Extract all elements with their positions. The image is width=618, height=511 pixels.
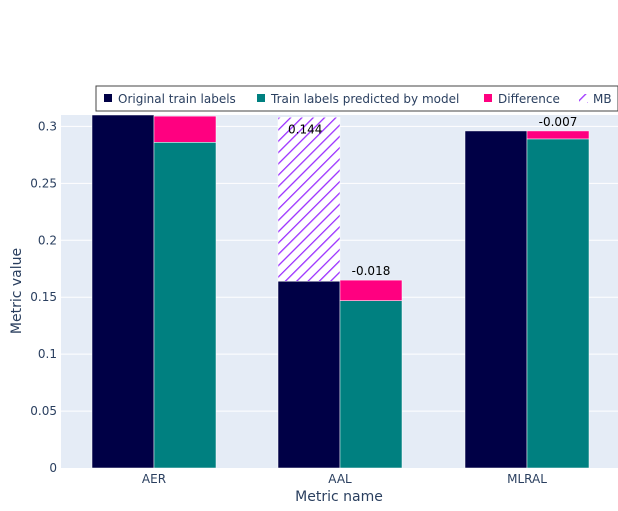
x-tick-label: MLRAL xyxy=(507,472,547,486)
y-tick-label: 0.25 xyxy=(30,176,57,190)
x-tick-label: AER xyxy=(142,472,166,486)
bar-predicted-mlral xyxy=(526,138,590,469)
bar-original-aal xyxy=(277,281,341,469)
legend-label: Original train labels xyxy=(118,92,236,106)
bar-label-difference: -0.018 xyxy=(352,264,391,278)
bar-original-mlral xyxy=(464,130,528,469)
y-axis-ticks: 0 0.05 0.1 0.15 0.2 0.25 0.3 xyxy=(30,119,57,475)
legend-swatch xyxy=(257,94,265,102)
y-axis-title: Metric value xyxy=(9,248,25,334)
bar-difference-aal xyxy=(339,279,403,301)
bar-predicted-aer xyxy=(153,142,217,469)
legend-label: MB xyxy=(593,92,612,106)
legend-swatch-hatched xyxy=(579,94,588,103)
bar-mb-aal xyxy=(277,117,341,282)
y-tick-label: 0.3 xyxy=(38,119,57,133)
y-tick-label: 0 xyxy=(49,461,57,475)
bar-original-aer xyxy=(91,114,155,469)
legend-swatch xyxy=(484,94,492,102)
x-tick-label: AAL xyxy=(328,472,352,486)
legend-box xyxy=(95,85,618,112)
bars xyxy=(91,114,590,469)
x-axis-title: Metric name xyxy=(295,489,383,505)
bar-difference-mlral xyxy=(526,130,590,140)
x-axis-ticks: AER AAL MLRAL xyxy=(142,472,547,486)
bar-label-difference: -0.007 xyxy=(539,115,578,129)
y-tick-label: 0.1 xyxy=(38,347,57,361)
bar-predicted-aal xyxy=(339,300,403,469)
bar-label-mb: 0.144 xyxy=(288,122,322,136)
y-tick-label: 0.05 xyxy=(30,404,57,418)
y-tick-label: 0.2 xyxy=(38,233,57,247)
legend-label: Train labels predicted by model xyxy=(270,92,459,106)
legend-label: Difference xyxy=(498,92,560,106)
y-tick-label: 0.15 xyxy=(30,290,57,304)
legend: Original train labels Train labels predic… xyxy=(95,85,618,112)
legend-swatch xyxy=(104,94,112,102)
bar-difference-aer xyxy=(153,115,217,143)
